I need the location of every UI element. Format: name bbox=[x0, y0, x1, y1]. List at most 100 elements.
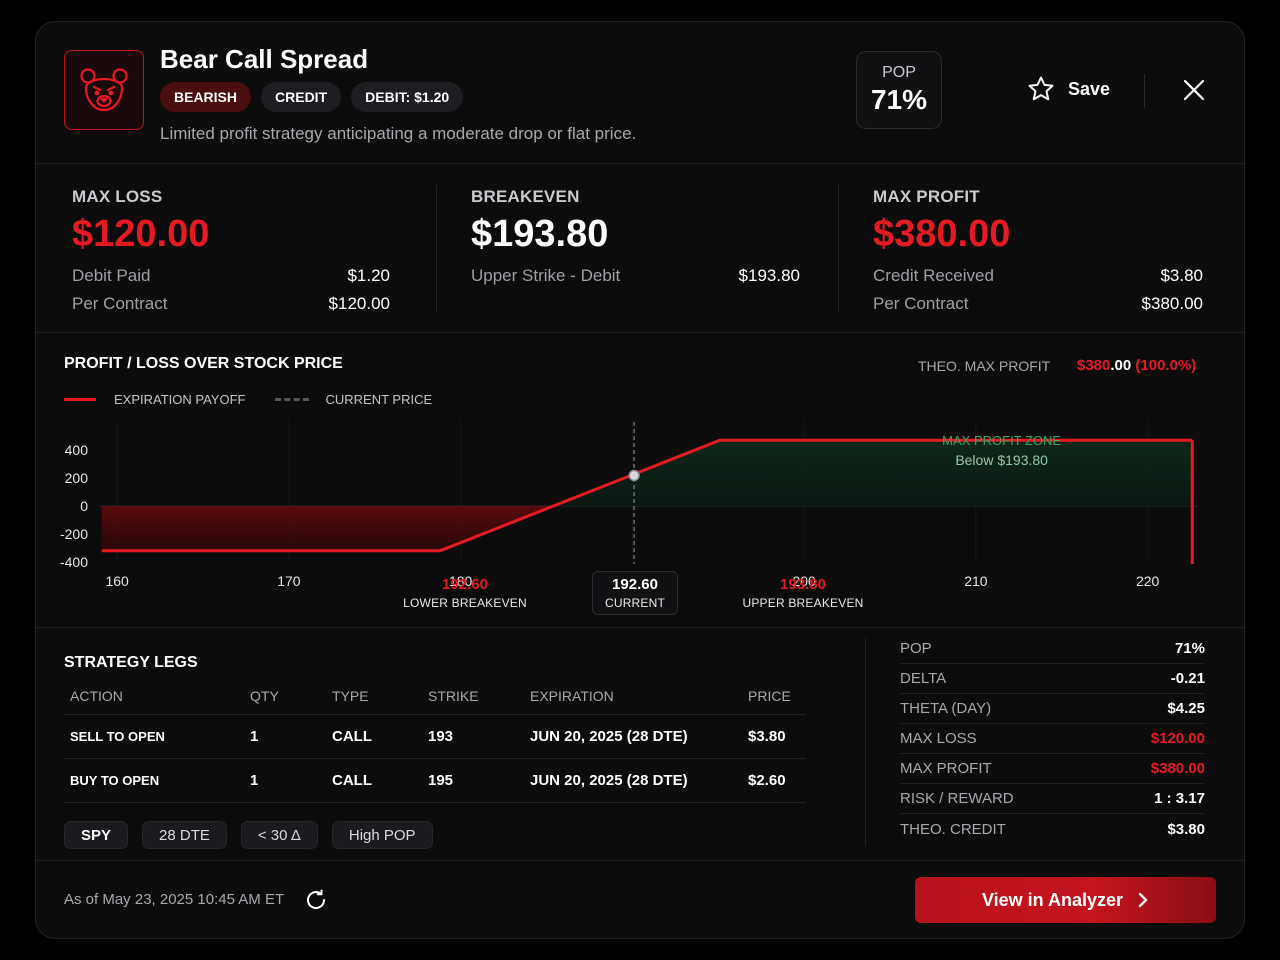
current-price-marker: 192.60 CURRENT bbox=[591, 571, 679, 615]
y-tick-label: 400 bbox=[65, 442, 89, 458]
max-profit-label: MAX PROFIT bbox=[873, 187, 980, 206]
theo-pct: (100.0%) bbox=[1135, 357, 1197, 374]
refresh-icon[interactable] bbox=[304, 888, 328, 912]
legend-payoff-label: EXPIRATION PAYOFF bbox=[114, 392, 246, 407]
lower-breakeven-caption: LOWER BREAKEVEN bbox=[403, 596, 527, 610]
stat-separator bbox=[436, 185, 437, 313]
x-tick-label: 160 bbox=[105, 573, 129, 589]
profit-area bbox=[553, 440, 1193, 506]
max-profit-row: Per Contract $380.00 bbox=[873, 294, 1203, 314]
col-price: PRICE bbox=[742, 678, 806, 715]
upper-breakeven-caption: UPPER BREAKEVEN bbox=[742, 596, 864, 610]
x-tick-label: 180 bbox=[449, 573, 473, 589]
table-row[interactable]: SELL TO OPEN 1 CALL 193 JUN 20, 2025 (28… bbox=[64, 714, 806, 759]
max-profit-stat: MAX PROFIT $380.00 Credit Received $3.80… bbox=[873, 187, 1203, 327]
metric-row: THETA (DAY) $4.25 bbox=[900, 694, 1205, 724]
close-icon[interactable] bbox=[1180, 76, 1208, 104]
legs-header-row: ACTION QTY TYPE STRIKE EXPIRATION PRICE bbox=[64, 678, 806, 715]
leg-action: BUY TO OPEN bbox=[64, 758, 244, 803]
metric-row: MAX PROFIT $380.00 bbox=[900, 754, 1205, 784]
current-point bbox=[628, 469, 640, 482]
y-tick-label: -200 bbox=[60, 526, 88, 542]
bear-icon bbox=[64, 50, 144, 130]
max-loss-value: $120.00 bbox=[72, 213, 210, 255]
leg-type: CALL bbox=[326, 758, 422, 803]
legend-current-swatch bbox=[275, 398, 310, 401]
theo-max-profit-value: $380.00 (100.0%) bbox=[1077, 357, 1196, 374]
zone-subtitle: Below $193.80 bbox=[955, 452, 1048, 468]
max-profit-zone-label: MAX PROFIT ZONE Below $193.80 bbox=[942, 433, 1061, 468]
view-in-analyzer-button[interactable]: View in Analyzer bbox=[915, 877, 1216, 923]
leg-action: SELL TO OPEN bbox=[64, 714, 244, 759]
chevron-right-icon bbox=[1138, 892, 1148, 908]
lower-breakeven-marker: 192.60 LOWER BREAKEVEN bbox=[403, 576, 527, 610]
tag-credit: CREDIT bbox=[261, 82, 342, 112]
leg-qty: 1 bbox=[244, 758, 326, 803]
pop-badge: POP 71% bbox=[856, 51, 942, 129]
chart-title: PROFIT / LOSS OVER STOCK PRICE bbox=[64, 355, 343, 372]
chip-delta[interactable]: < 30 Δ bbox=[240, 821, 318, 849]
strategy-tags: BEARISH CREDIT DEBIT: $1.20 bbox=[160, 82, 464, 112]
leg-strike: 195 bbox=[422, 758, 524, 803]
per-contract-label: Per Contract bbox=[72, 294, 168, 313]
breakeven-value: $193.80 bbox=[471, 213, 609, 255]
per-contract-label: Per Contract bbox=[873, 294, 969, 313]
legs-title: STRATEGY LEGS bbox=[64, 654, 198, 671]
cta-label: View in Analyzer bbox=[981, 889, 1124, 910]
leg-price: $3.80 bbox=[742, 714, 806, 759]
theo-cents: .00 bbox=[1110, 357, 1132, 374]
col-strike: STRIKE bbox=[422, 678, 524, 715]
upper-breakeven-value: 193.80 bbox=[780, 576, 826, 593]
table-row[interactable]: BUY TO OPEN 1 CALL 195 JUN 20, 2025 (28 … bbox=[64, 758, 806, 803]
pop-value: 71% bbox=[870, 84, 928, 115]
breakeven-row: Upper Strike - Debit $193.80 bbox=[471, 266, 800, 286]
header-separator bbox=[1144, 74, 1145, 108]
max-profit-value: $380.00 bbox=[873, 213, 1011, 255]
leg-expiration: JUN 20, 2025 (28 DTE) bbox=[524, 758, 742, 803]
chip-symbol[interactable]: SPY bbox=[64, 821, 129, 849]
y-tick-label: 0 bbox=[80, 498, 88, 514]
metric-key: DELTA bbox=[900, 670, 947, 687]
metric-key: RISK / REWARD bbox=[900, 790, 1014, 807]
metric-value: $120.00 bbox=[1150, 730, 1205, 747]
debit-paid-value: $1.20 bbox=[347, 266, 390, 285]
tag-bearish: BEARISH bbox=[160, 82, 252, 112]
chip-dte[interactable]: 28 DTE bbox=[142, 821, 227, 849]
metric-key: THEO. CREDIT bbox=[900, 820, 1006, 838]
save-button[interactable]: Save bbox=[1026, 72, 1110, 106]
metric-value: -0.21 bbox=[1170, 670, 1205, 687]
legend-current-label: CURRENT PRICE bbox=[325, 392, 433, 407]
per-contract-value: $120.00 bbox=[328, 294, 390, 313]
leg-type: CALL bbox=[326, 714, 422, 759]
current-price-caption: CURRENT bbox=[604, 596, 666, 610]
filter-chips: SPY 28 DTE < 30 Δ High POP bbox=[64, 821, 433, 849]
col-type: TYPE bbox=[326, 678, 422, 715]
x-tick-label: 220 bbox=[1136, 573, 1160, 589]
leg-qty: 1 bbox=[244, 714, 326, 759]
footer-divider bbox=[36, 860, 1244, 861]
leg-price: $2.60 bbox=[742, 758, 806, 803]
metric-value: 1 : 3.17 bbox=[1154, 790, 1205, 807]
metric-row: DELTA -0.21 bbox=[900, 664, 1205, 694]
strategy-card: Bear Call Spread BEARISH CREDIT DEBIT: $… bbox=[35, 21, 1245, 939]
legs-table: ACTION QTY TYPE STRIKE EXPIRATION PRICE … bbox=[64, 678, 806, 803]
current-price-value: 192.60 bbox=[612, 576, 658, 593]
metric-value: 71% bbox=[1174, 640, 1205, 657]
debit-paid-label: Debit Paid bbox=[72, 266, 151, 285]
metric-value: $380.00 bbox=[1150, 760, 1205, 777]
chip-pop[interactable]: High POP bbox=[331, 821, 433, 849]
metric-row: RISK / REWARD 1 : 3.17 bbox=[900, 784, 1205, 814]
y-tick-label: 200 bbox=[65, 470, 89, 486]
stats-divider bbox=[36, 332, 1244, 333]
max-loss-label: MAX LOSS bbox=[72, 187, 163, 206]
theo-dollars: $380 bbox=[1077, 357, 1111, 374]
pop-label: POP bbox=[882, 64, 916, 81]
max-loss-row: Debit Paid $1.20 bbox=[72, 266, 390, 286]
tag-debit: DEBIT: $1.20 bbox=[351, 82, 464, 112]
metric-key: MAX PROFIT bbox=[900, 760, 992, 777]
metric-row: THEO. CREDIT $3.80 bbox=[900, 814, 1205, 844]
per-contract-value: $380.00 bbox=[1141, 294, 1203, 313]
metrics-panel: POP 71% DELTA -0.21 THETA (DAY) $4.25 MAX L… bbox=[900, 634, 1205, 844]
chart-divider bbox=[36, 627, 1244, 628]
